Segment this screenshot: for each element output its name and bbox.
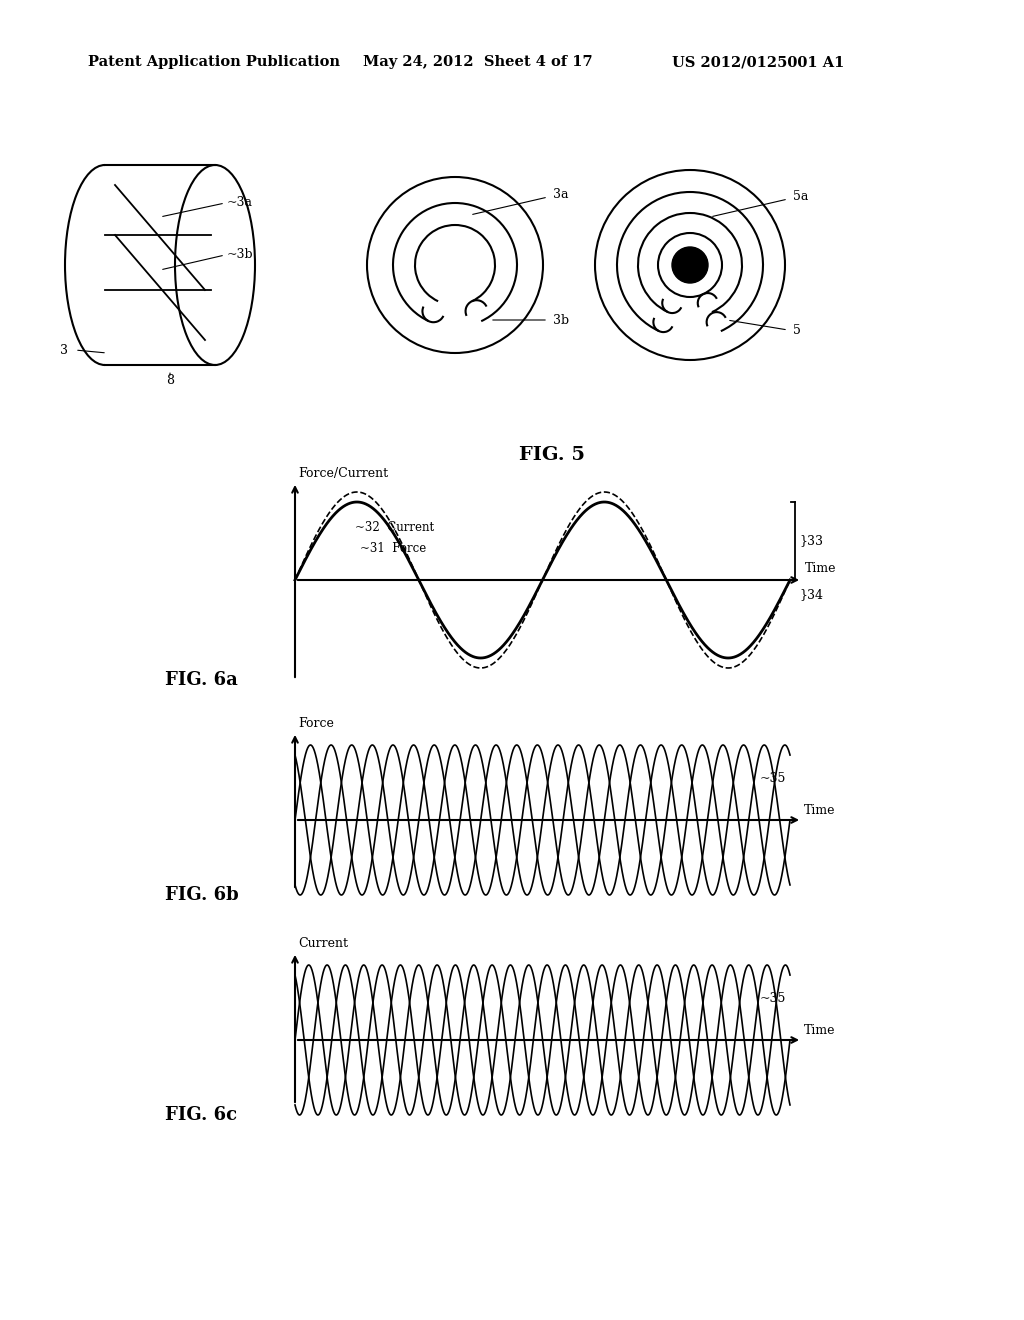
Text: }33: }33 (799, 535, 823, 548)
Text: ~35: ~35 (760, 772, 786, 785)
Text: }34: }34 (799, 587, 823, 601)
Text: 5a: 5a (793, 190, 808, 203)
Text: May 24, 2012  Sheet 4 of 17: May 24, 2012 Sheet 4 of 17 (362, 55, 593, 69)
Text: 5: 5 (793, 323, 801, 337)
Text: Current: Current (298, 937, 348, 950)
Text: Time: Time (804, 804, 836, 817)
Text: Time: Time (804, 1024, 836, 1038)
Text: 3: 3 (60, 343, 68, 356)
Text: ~35: ~35 (760, 993, 786, 1006)
Text: ~32  Current: ~32 Current (355, 520, 434, 533)
Text: 3b: 3b (553, 314, 569, 326)
Text: 8: 8 (166, 374, 174, 387)
Text: FIG. 6a: FIG. 6a (165, 671, 238, 689)
Circle shape (672, 247, 708, 282)
Text: US 2012/0125001 A1: US 2012/0125001 A1 (672, 55, 845, 69)
Text: FIG. 6c: FIG. 6c (165, 1106, 238, 1125)
Text: FIG. 6b: FIG. 6b (165, 886, 239, 904)
Text: Patent Application Publication: Patent Application Publication (88, 55, 340, 69)
Text: ~31  Force: ~31 Force (360, 543, 426, 556)
Text: Time: Time (805, 562, 837, 576)
Text: 3a: 3a (553, 189, 568, 202)
Text: ~3b: ~3b (227, 248, 254, 261)
Text: Force/Current: Force/Current (298, 467, 388, 480)
Text: Force: Force (298, 717, 334, 730)
Text: FIG. 5: FIG. 5 (519, 446, 585, 465)
Text: ~3a: ~3a (227, 197, 253, 210)
